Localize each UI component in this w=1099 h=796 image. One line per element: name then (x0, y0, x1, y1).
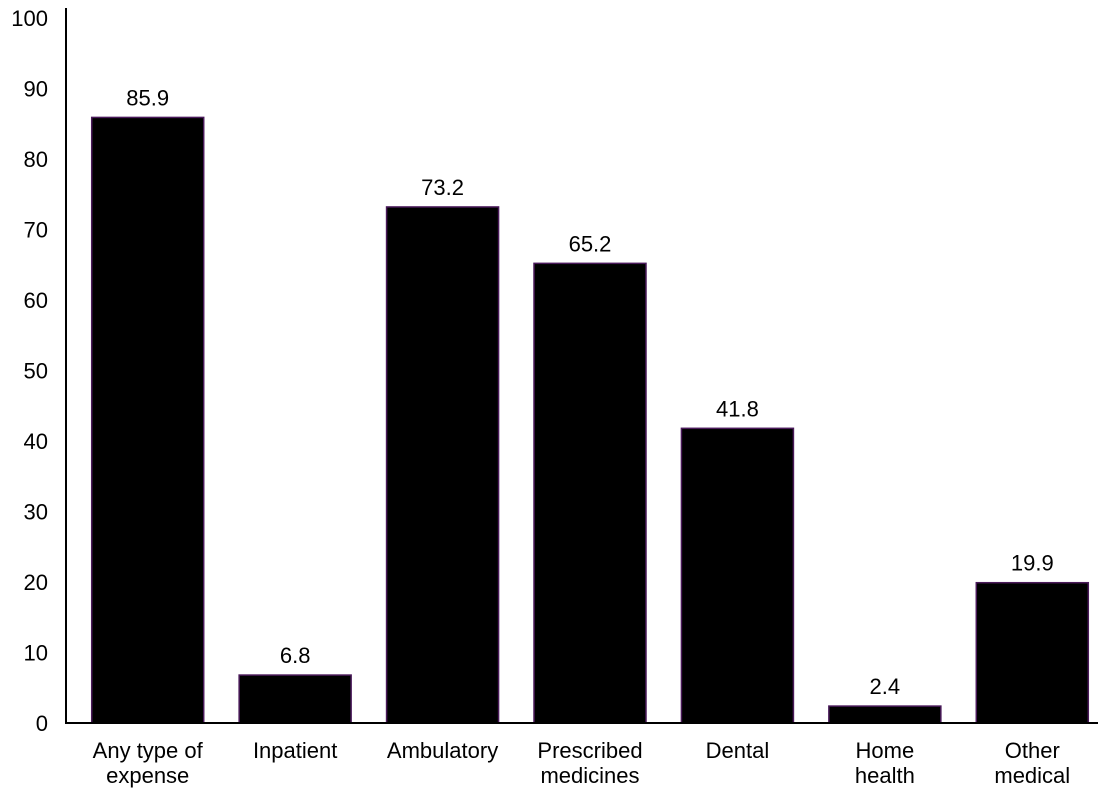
bar (90, 116, 205, 724)
y-tick-label: 50 (24, 359, 48, 384)
x-axis: Any type of expense Inpatient Ambulatory Pre… (66, 722, 1098, 788)
y-tick-label: 10 (24, 641, 48, 666)
x-tick-label: Prescribed medicines (537, 738, 642, 788)
bar (238, 674, 352, 724)
x-tick-label-line: medicines (540, 763, 639, 788)
x-tick-label-line: Any type of (93, 738, 204, 763)
x-tick-label-line: Prescribed (537, 738, 642, 763)
y-tick-label: 0 (36, 711, 48, 736)
x-tick-label: Other medical (994, 738, 1070, 788)
y-axis: 0 10 20 30 40 50 60 70 80 90 100 (11, 6, 67, 736)
x-tick-label-line: Dental (706, 738, 770, 763)
data-labels: 85.9 6.8 73.2 65.2 41.8 2.4 19.9 (126, 85, 1053, 699)
data-label: 2.4 (870, 674, 901, 699)
bar (385, 206, 500, 724)
x-tick-label: Inpatient (253, 738, 337, 763)
x-tick-label: Home health (855, 738, 915, 788)
x-tick-label-line: Ambulatory (387, 738, 498, 763)
data-label: 65.2 (569, 231, 612, 256)
x-tick-label-line: expense (106, 763, 189, 788)
y-tick-label: 90 (24, 77, 48, 102)
y-tick-label: 80 (24, 147, 48, 172)
data-label: 73.2 (421, 175, 464, 200)
x-tick-label: Ambulatory (387, 738, 498, 763)
data-label: 85.9 (126, 85, 169, 110)
data-label: 41.8 (716, 396, 759, 421)
x-tick-label-line: medical (994, 763, 1070, 788)
y-tick-label: 40 (24, 429, 48, 454)
x-tick-label: Any type of expense (93, 738, 204, 788)
y-tick-label: 30 (24, 500, 48, 525)
y-tick-label: 70 (24, 218, 48, 243)
bars (90, 116, 1090, 724)
y-tick-label: 20 (24, 570, 48, 595)
x-tick-label-line: Home (856, 738, 915, 763)
y-tick-label: 100 (11, 6, 48, 31)
bar (975, 581, 1090, 724)
x-tick-label: Dental (706, 738, 770, 763)
data-label: 19.9 (1011, 551, 1054, 576)
x-tick-label-line: Other (1005, 738, 1060, 763)
data-label: 6.8 (280, 643, 311, 668)
x-tick-label-line: health (855, 763, 915, 788)
bar (828, 705, 942, 724)
y-tick-label: 60 (24, 288, 48, 313)
bar (533, 262, 647, 724)
x-tick-label-line: Inpatient (253, 738, 337, 763)
bar (680, 427, 795, 724)
